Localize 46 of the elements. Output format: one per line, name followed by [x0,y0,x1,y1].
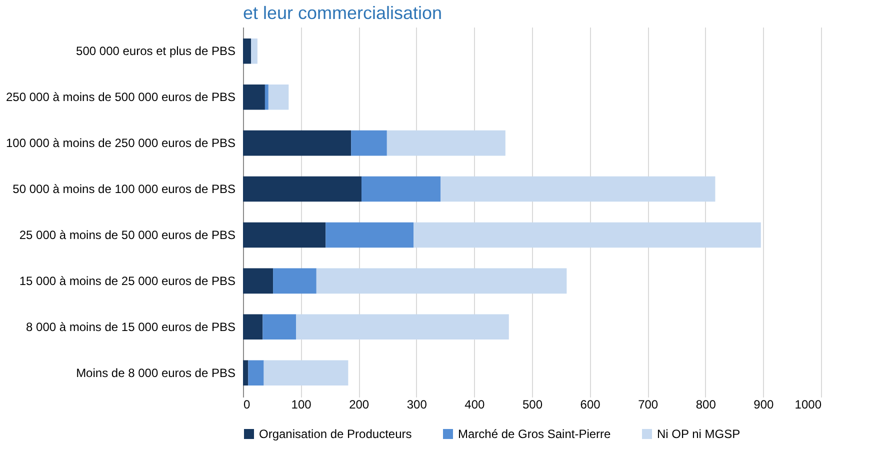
bar [273,268,316,294]
bar [248,360,264,386]
bar [326,222,414,248]
bar [243,360,248,386]
bar [316,268,567,294]
x-tick-label: 400 [464,398,486,412]
bar [243,268,274,294]
x-tick-label: 0 [244,398,250,412]
y-tick-label: 250 000 à moins de 500 000 euros de PBS [6,90,236,104]
bar [264,84,268,110]
x-tick-label: 600 [580,398,601,412]
y-tick-label: 100 000 à moins de 250 000 euros de PBS [6,136,236,150]
legend-label: Organisation de Producteurs [259,427,412,441]
x-tick-label: 700 [638,398,658,412]
y-tick-label: 500 000 euros et plus de PBS [76,44,236,58]
x-tick-label: 200 [349,398,370,412]
bar [262,314,296,340]
y-tick-label: 8 000 à moins de 15 000 euros de PBS [26,320,236,334]
y-tick-label: 50 000 à moins de 100 000 euros de PBS [12,182,236,196]
legend-label: Ni OP ni MGSP [657,427,740,441]
bar [361,176,441,202]
x-tick-label: 1000 [794,398,822,412]
bar [414,222,761,248]
bar [386,130,506,156]
x-tick-label: 300 [406,398,428,412]
bar [351,130,387,156]
bar [268,84,289,110]
x-tick-label: 800 [696,398,716,412]
bar [296,314,509,340]
bar [264,360,348,386]
bar [243,84,265,110]
x-tick-label: 500 [522,398,543,412]
bar [440,176,716,202]
y-tick-label: Moins de 8 000 euros de PBS [76,366,236,380]
bar [251,38,258,64]
x-tick-label: 900 [754,398,774,412]
bar [243,176,362,202]
bar [243,38,252,64]
y-tick-label: 15 000 à moins de 25 000 euros de PBS [19,274,236,288]
legend-label: Marché de Gros Saint-Pierre [458,427,612,441]
x-tick-label: 100 [291,398,312,412]
bar [243,222,326,248]
bar [243,130,352,156]
y-tick-label: 25 000 à moins de 50 000 euros de PBS [19,228,236,242]
chart-title: et leur commercialisation [243,3,442,23]
bar [243,314,263,340]
